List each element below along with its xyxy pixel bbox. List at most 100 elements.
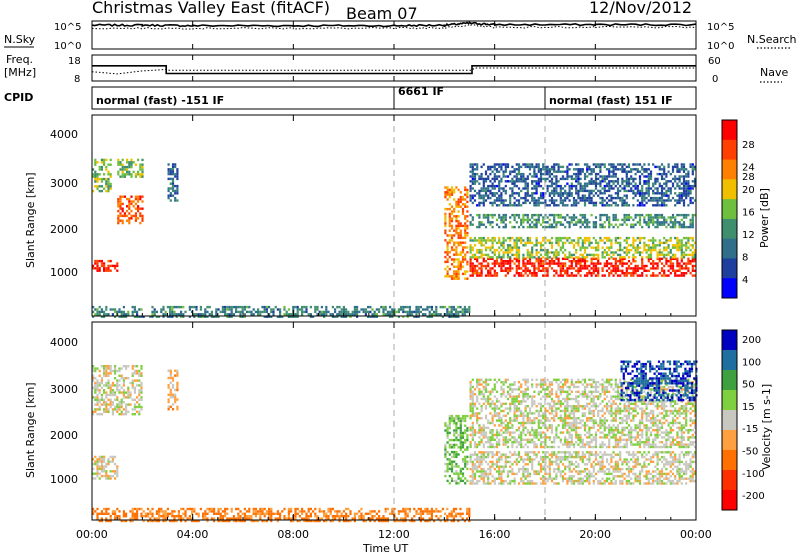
heatmap-cell [411, 519, 414, 523]
heatmap-cell [502, 246, 505, 249]
heatmap-cell [307, 313, 310, 316]
heatmap-cell [548, 264, 551, 268]
heatmap-cell [94, 391, 97, 394]
heatmap-cell [568, 451, 571, 454]
heatmap-cell [466, 270, 469, 273]
heatmap-cell [461, 512, 464, 515]
heatmap-cell [553, 170, 556, 173]
heatmap-cell [140, 367, 143, 370]
heatmap-cell [649, 172, 653, 176]
heatmap-cell [448, 460, 451, 463]
heatmap-cell [511, 267, 514, 270]
heatmap-cell [608, 168, 611, 171]
heatmap-cell [283, 305, 286, 309]
heatmap-cell [103, 474, 106, 478]
heatmap-cell [136, 379, 139, 382]
heatmap-cell [542, 477, 545, 480]
heatmap-cell [687, 267, 690, 270]
heatmap-cell [473, 168, 477, 171]
heatmap-cell [509, 256, 512, 259]
heatmap-cell [489, 189, 492, 193]
heatmap-cell [131, 408, 134, 411]
heatmap-cell [491, 184, 494, 188]
heatmap-cell [105, 507, 108, 511]
heatmap-cell [693, 165, 697, 169]
heatmap-cell [678, 241, 681, 245]
heatmap-cell [572, 244, 576, 247]
heatmap-cell [287, 313, 290, 316]
heatmap-cell [500, 455, 503, 459]
heatmap-cell [568, 453, 571, 456]
heatmap-cell [682, 201, 686, 205]
heatmap-cell [550, 460, 554, 464]
heatmap-cell [495, 470, 499, 473]
heatmap-cell [557, 241, 560, 245]
heatmap-cell [656, 221, 659, 224]
heatmap-cell [482, 467, 485, 471]
heatmap-cell [572, 479, 576, 483]
heatmap-cell [559, 236, 562, 240]
heatmap-cell [452, 515, 455, 518]
heatmap-cell [439, 305, 442, 309]
heatmap-cell [638, 216, 642, 219]
heatmap-cell [515, 272, 518, 275]
heatmap-cell [520, 274, 523, 277]
heatmap-cell [246, 517, 249, 520]
heatmap-cell [279, 515, 282, 518]
heatmap-cell [687, 253, 690, 257]
heatmap-cell [506, 269, 510, 272]
heatmap-cell [210, 517, 213, 520]
heatmap-cell [581, 477, 584, 480]
heatmap-cell [498, 241, 501, 245]
heatmap-cell [257, 310, 260, 314]
heatmap-cell [290, 313, 293, 316]
heatmap-cell [634, 182, 637, 185]
heatmap-cell [495, 248, 499, 252]
heatmap-cell [446, 308, 449, 311]
heatmap-cell [685, 213, 688, 217]
heatmap-cell [476, 172, 479, 176]
heatmap-cell [103, 315, 106, 318]
heatmap-cell [478, 239, 481, 242]
heatmap-cell [691, 239, 694, 242]
heatmap-cell [500, 264, 503, 268]
heatmap-cell [116, 262, 119, 265]
heatmap-cell [685, 175, 688, 178]
heatmap-cell [369, 512, 372, 515]
heatmap-cell [130, 195, 133, 198]
heatmap-cell [96, 396, 99, 399]
heatmap-cell [121, 207, 124, 210]
heatmap-cell [592, 467, 595, 471]
heatmap-cell [557, 180, 560, 183]
heatmap-cell [111, 410, 114, 413]
heatmap-cell [511, 467, 514, 471]
heatmap-cell [627, 216, 631, 219]
heatmap-cell [107, 458, 110, 461]
heatmap-cell [138, 393, 141, 397]
heatmap-cell [524, 163, 527, 166]
heatmap-cell [572, 260, 576, 263]
heatmap-cell [478, 236, 481, 240]
heatmap-cell [581, 216, 584, 219]
heatmap-cell [612, 269, 615, 272]
heatmap-cell [515, 163, 518, 166]
heatmap-cell [548, 251, 551, 254]
heatmap-cell [268, 517, 271, 520]
heatmap-cell [489, 180, 492, 183]
heatmap-cell [535, 253, 538, 257]
heatmap-cell [669, 192, 672, 195]
heatmap-cell [489, 201, 492, 205]
heatmap-cell [502, 264, 505, 268]
heatmap-cell [480, 264, 483, 268]
heatmap-cell [656, 274, 659, 277]
heatmap-cell [548, 168, 551, 171]
heatmap-cell [141, 170, 144, 174]
heatmap-cell [685, 236, 688, 240]
heatmap-cell [469, 199, 472, 202]
heatmap-cell [100, 310, 103, 314]
heatmap-cell [590, 272, 593, 275]
heatmap-cell [691, 267, 694, 270]
heatmap-cell [566, 192, 569, 195]
heatmap-cell [566, 256, 569, 259]
heatmap-cell [674, 236, 677, 240]
